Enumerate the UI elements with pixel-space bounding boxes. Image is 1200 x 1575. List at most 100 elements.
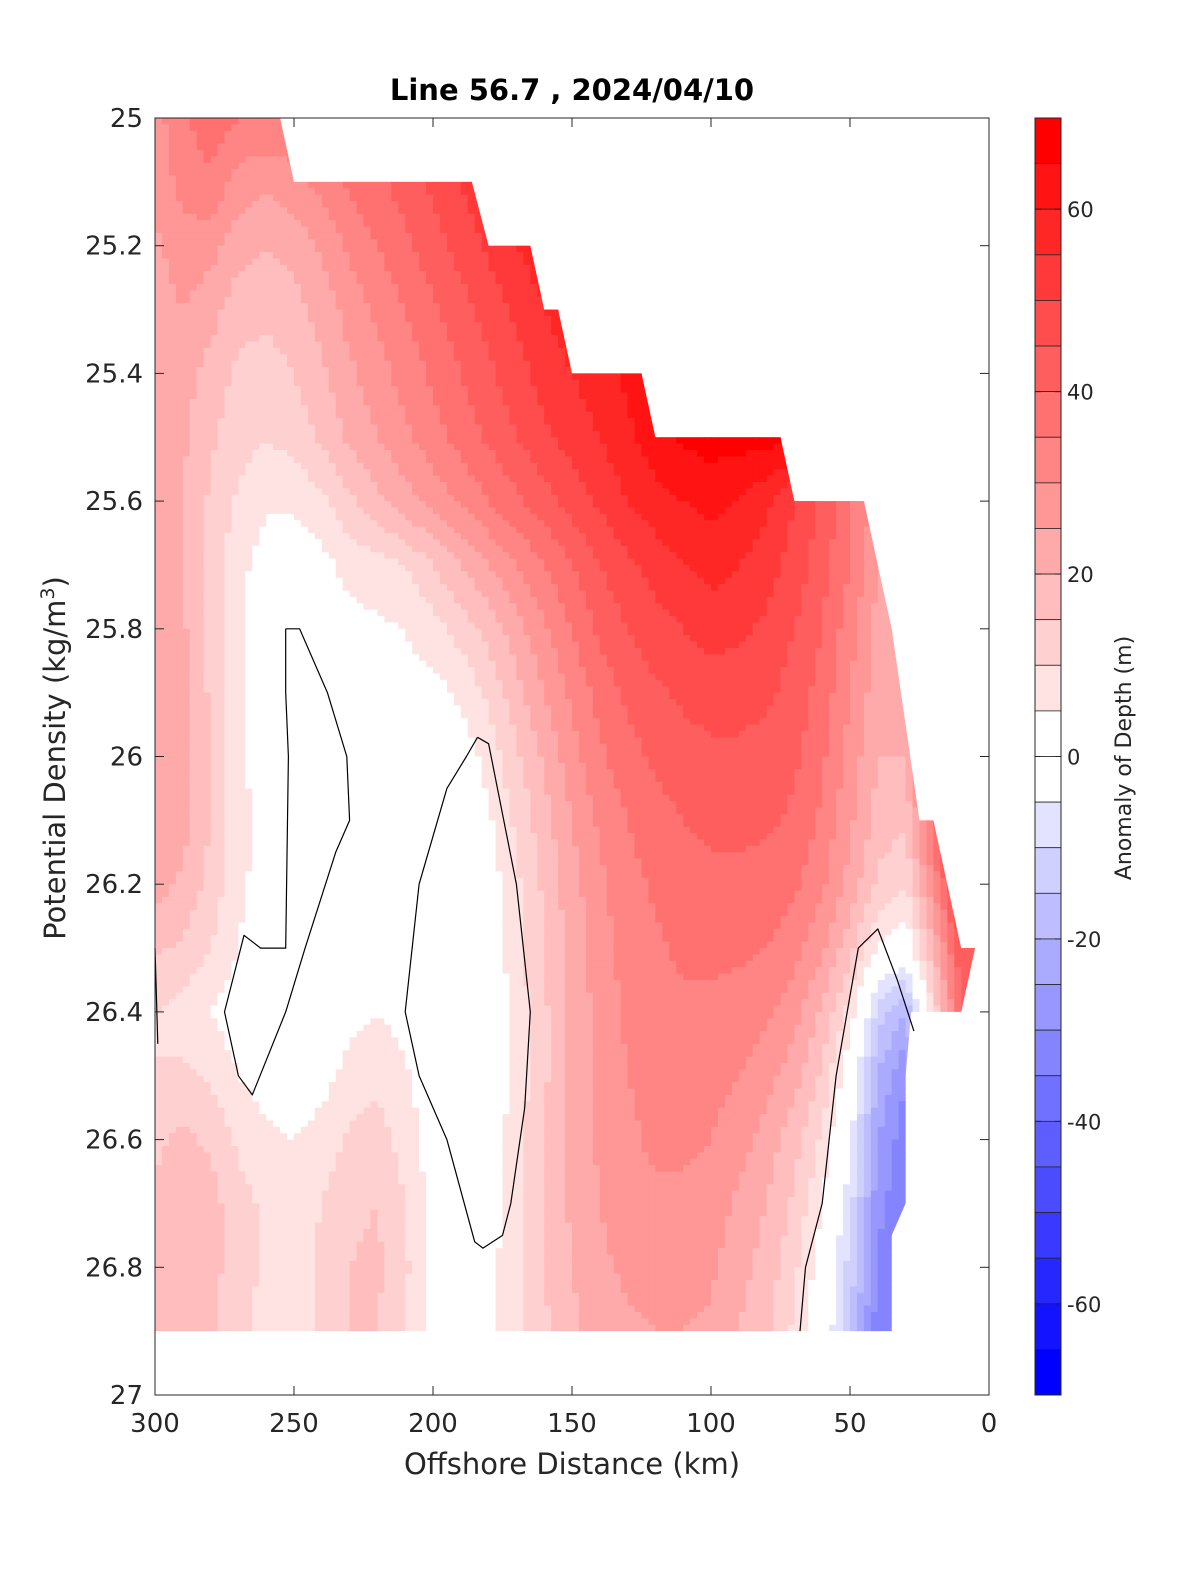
field-cell [523, 373, 531, 381]
field-cell [182, 239, 191, 247]
field-cell [321, 328, 330, 336]
field-cell [294, 354, 302, 362]
field-cell [189, 296, 198, 304]
field-cell [161, 194, 170, 202]
field-cell [245, 373, 253, 381]
field-cell [426, 239, 434, 247]
field-cell [314, 271, 323, 279]
field-cell [488, 373, 497, 381]
field-cell [210, 354, 219, 362]
field-cell [356, 386, 365, 394]
field-cell [231, 175, 239, 183]
field-cell [398, 232, 406, 240]
field-cell [307, 232, 316, 240]
field-cell [342, 335, 351, 343]
field-cell [342, 194, 351, 202]
field-cell [210, 360, 219, 368]
field-cell [391, 309, 399, 317]
field-cell [307, 290, 316, 298]
field-cell [453, 335, 462, 343]
field-cell [175, 373, 184, 381]
field-cell [433, 315, 441, 323]
field-cell [356, 373, 365, 381]
field-cell [307, 220, 316, 228]
field-cell [377, 213, 385, 221]
field-cell [203, 328, 212, 336]
field-cell [314, 315, 323, 323]
field-cell [419, 328, 427, 336]
field-cell [182, 290, 191, 298]
field-cell [252, 188, 260, 196]
field-cell [433, 258, 441, 266]
field-cell [245, 335, 253, 343]
field-cell [155, 181, 163, 189]
field-cell [210, 232, 219, 240]
field-cell [467, 379, 476, 387]
field-cell [551, 354, 559, 362]
field-cell [405, 290, 413, 298]
field-cell [356, 296, 365, 304]
field-cell [321, 194, 330, 202]
field-cell [467, 322, 476, 330]
field-cell [412, 303, 420, 311]
field-cell [342, 220, 351, 228]
field-cell [335, 354, 344, 362]
field-cell [405, 347, 413, 355]
field-cell [419, 277, 427, 285]
field-cell [259, 354, 267, 362]
field-cell [161, 296, 170, 304]
field-cell [280, 137, 288, 145]
field-cell [196, 252, 205, 260]
field-cell [287, 194, 295, 202]
field-cell [509, 264, 517, 272]
field-cell [245, 322, 253, 330]
field-cell [155, 373, 163, 381]
field-cell [537, 315, 545, 323]
field-cell [474, 296, 483, 304]
field-cell [321, 264, 330, 272]
field-cell [460, 264, 469, 272]
field-cell [481, 290, 490, 298]
field-cell [252, 277, 260, 285]
field-cell [189, 124, 198, 132]
field-cell [439, 354, 448, 362]
field-cell [245, 379, 253, 387]
field-cell [398, 309, 406, 317]
field-cell [377, 258, 385, 266]
field-cell [266, 175, 274, 183]
field-cell [412, 341, 420, 349]
field-cell [433, 335, 441, 343]
field-cell [453, 188, 462, 196]
field-cell [405, 194, 413, 202]
field-cell [551, 360, 559, 368]
field-cell [245, 367, 253, 375]
field-cell [370, 245, 378, 253]
field-cell [273, 335, 281, 343]
field-cell [342, 341, 351, 349]
field-cell [210, 137, 219, 145]
field-cell [578, 373, 587, 381]
field-cell [273, 373, 281, 381]
field-cell [544, 322, 552, 330]
field-cell [252, 124, 260, 132]
field-cell [398, 360, 406, 368]
field-cell [203, 258, 212, 266]
field-cell [433, 354, 441, 362]
field-cell [426, 264, 434, 272]
field-cell [370, 296, 378, 304]
field-cell [467, 220, 476, 228]
field-cell [467, 284, 476, 291]
field-cell [426, 373, 434, 381]
field-cell [189, 277, 198, 285]
field-cell [175, 188, 184, 196]
field-cell [328, 335, 337, 343]
field-cell [419, 258, 427, 266]
field-cell [321, 309, 330, 317]
field-cell [391, 232, 399, 240]
field-cell [398, 258, 406, 266]
field-cell [168, 315, 177, 323]
field-cell [384, 188, 392, 196]
field-cell [245, 347, 253, 355]
field-cell [300, 328, 309, 336]
field-cell [294, 232, 302, 240]
